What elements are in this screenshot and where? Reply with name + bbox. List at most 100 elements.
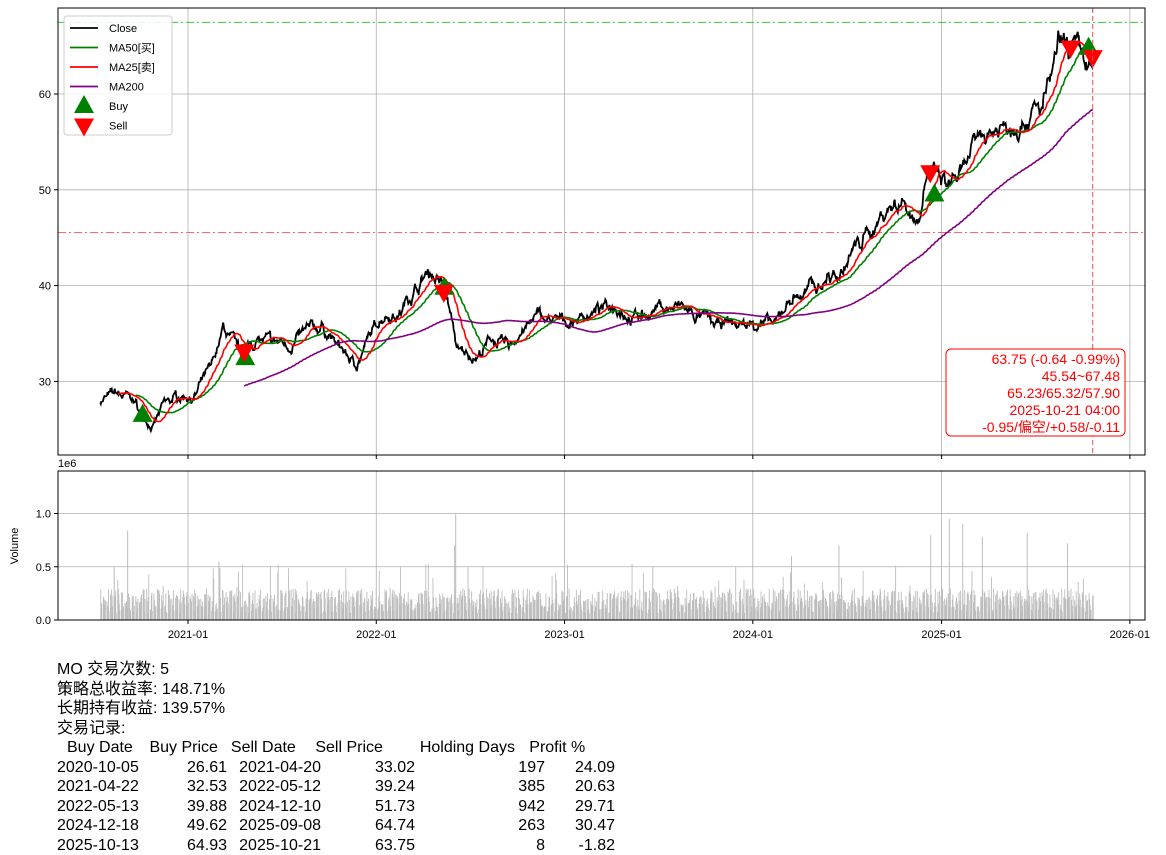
volume-bar	[744, 613, 745, 620]
trade-cell: 39.88	[145, 797, 227, 817]
volume-bar	[914, 598, 915, 620]
volume-bar	[430, 612, 431, 620]
volume-bar	[719, 595, 720, 620]
volume-bar	[610, 593, 611, 620]
volume-bar	[300, 611, 301, 620]
volume-bar	[802, 602, 803, 620]
volume-bar	[777, 599, 778, 620]
trade-cell: 8	[415, 836, 545, 855]
volume-bar	[199, 600, 200, 620]
volume-bar	[390, 606, 391, 620]
volume-bar	[986, 597, 987, 620]
volume-bar	[895, 566, 896, 620]
volume-bar	[972, 571, 973, 620]
y-tick-label: 40	[39, 281, 51, 293]
volume-axis-label: Volume	[9, 528, 21, 565]
volume-bar	[105, 600, 106, 620]
volume-bar	[278, 609, 279, 620]
volume-bar	[412, 610, 413, 620]
volume-bar	[1083, 608, 1084, 620]
volume-bar	[1033, 593, 1034, 620]
volume-bar	[708, 608, 709, 620]
volume-bar	[184, 604, 185, 620]
volume-bar	[114, 567, 115, 620]
volume-bar	[455, 514, 456, 621]
volume-bar	[679, 612, 680, 620]
volume-bar	[369, 610, 370, 620]
volume-bar	[549, 598, 550, 620]
volume-bar	[935, 606, 936, 620]
volume-bar	[545, 594, 546, 620]
volume-bar	[737, 613, 738, 620]
volume-bar	[762, 596, 763, 620]
volume-bar	[116, 613, 117, 620]
volume-bar	[311, 590, 312, 620]
trade-cell: 63.75	[321, 836, 415, 855]
volume-bar	[210, 596, 211, 620]
volume-bar	[137, 599, 138, 620]
volume-bar	[101, 604, 102, 620]
volume-bar	[394, 591, 395, 620]
volume-bar	[928, 607, 929, 620]
volume-bar	[636, 607, 637, 620]
volume-bar	[437, 607, 438, 620]
volume-bar	[177, 596, 178, 620]
legend-label: MA200	[109, 82, 144, 94]
volume-bar	[195, 593, 196, 620]
volume-bar	[921, 604, 922, 620]
volume-bar	[159, 594, 160, 620]
volume-bar	[903, 608, 904, 620]
volume-bar	[834, 602, 835, 620]
volume-bar	[968, 594, 969, 620]
trade-cell: 2024-12-10	[227, 797, 321, 817]
volume-bar	[454, 545, 455, 620]
volume-bar	[643, 573, 644, 620]
volume-bar	[383, 611, 384, 620]
volume-bar	[813, 612, 814, 620]
volume-bar	[925, 606, 926, 620]
header-buy-date: Buy Date	[67, 738, 145, 758]
volume-bar	[213, 578, 214, 620]
volume-bar	[239, 590, 240, 620]
volume-scale-label: 1e6	[58, 458, 76, 470]
volume-bar	[354, 607, 355, 620]
volume-bar	[267, 610, 268, 620]
volume-bar	[419, 604, 420, 620]
volume-bar	[1044, 602, 1045, 620]
volume-bar	[156, 607, 157, 620]
trade-cell: 2022-05-12	[227, 777, 321, 797]
volume-bar	[502, 610, 503, 620]
volume-bar	[249, 595, 250, 620]
volume-bar	[1087, 600, 1088, 620]
volume-bar	[112, 606, 113, 620]
volume-bar	[795, 604, 796, 620]
trade-cell: 49.62	[145, 816, 227, 836]
volume-bar	[459, 595, 460, 620]
volume-bar	[491, 605, 492, 620]
volume-bar	[629, 593, 630, 620]
volume-bar	[224, 598, 225, 620]
volume-bar	[961, 610, 962, 620]
trade-cell: 32.53	[145, 777, 227, 797]
volume-bar	[350, 597, 351, 620]
volume-bar	[917, 612, 918, 620]
volume-bar	[1000, 601, 1001, 620]
volume-bar	[181, 602, 182, 620]
volume-bar	[1051, 608, 1052, 620]
volume-bar	[480, 604, 481, 620]
volume-bar	[484, 606, 485, 620]
volume-bar	[130, 610, 131, 620]
volume-bar	[823, 597, 824, 620]
volume-bar	[434, 608, 435, 620]
info-line: -0.95/偏空/+0.58/-0.11	[982, 419, 1120, 435]
volume-bar	[531, 602, 532, 620]
volume-bar	[423, 604, 424, 620]
legend-label: MA25[卖]	[109, 61, 155, 74]
volume-bar	[206, 589, 207, 620]
volume-bar	[946, 597, 947, 620]
volume-bar	[448, 602, 449, 620]
volume-bar	[950, 589, 951, 620]
trade-cell: 385	[415, 777, 545, 797]
